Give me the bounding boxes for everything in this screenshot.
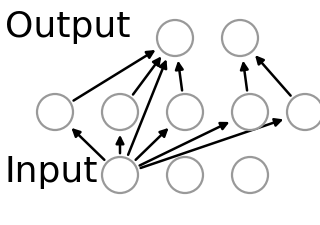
Circle shape <box>102 94 138 130</box>
Circle shape <box>232 94 268 130</box>
Text: Output: Output <box>5 10 131 44</box>
Circle shape <box>157 20 193 56</box>
Circle shape <box>167 94 203 130</box>
Text: Input: Input <box>5 155 99 189</box>
Circle shape <box>167 157 203 193</box>
Circle shape <box>102 157 138 193</box>
Circle shape <box>37 94 73 130</box>
Circle shape <box>232 157 268 193</box>
Circle shape <box>222 20 258 56</box>
Circle shape <box>287 94 320 130</box>
